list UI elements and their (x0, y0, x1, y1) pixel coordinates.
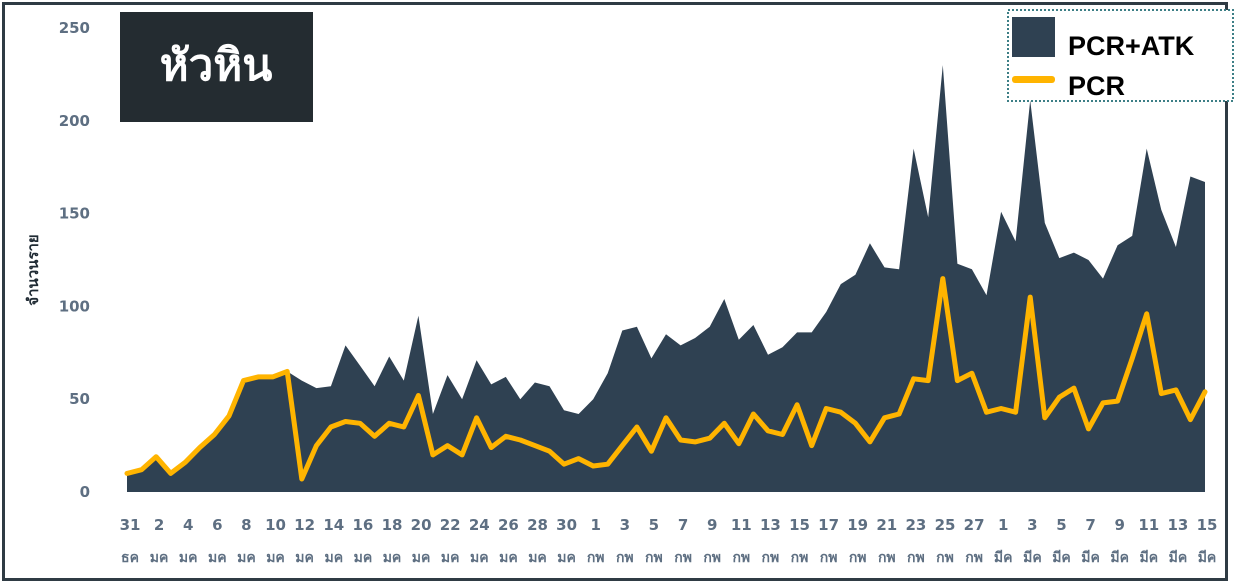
y-tick-label: 0 (80, 483, 90, 501)
x-tick-month: มีค (1081, 550, 1100, 566)
series-pcr-atk-area (127, 65, 1205, 492)
x-tick-day: 15 (789, 516, 810, 534)
x-tick-day: 2 (154, 516, 164, 534)
x-tick-day: 22 (440, 516, 461, 534)
x-tick-day: 7 (1085, 516, 1095, 534)
x-tick-day: 21 (876, 516, 897, 534)
x-tick-month: มค (470, 550, 489, 566)
x-tick-day: 11 (731, 516, 752, 534)
x-tick-month: มค (208, 550, 227, 566)
x-tick-day: 18 (382, 516, 403, 534)
x-tick-month: มีค (1169, 550, 1188, 566)
y-tick-label: 50 (69, 390, 90, 408)
x-tick-day: 30 (556, 516, 577, 534)
x-tick-month: กพ (965, 550, 983, 566)
x-tick-day: 31 (120, 516, 141, 534)
x-tick-month: กพ (703, 550, 721, 566)
x-tick-day: 10 (265, 516, 286, 534)
legend: PCR+ATK PCR (1007, 9, 1234, 102)
x-tick-day: 16 (352, 516, 373, 534)
x-tick-day: 5 (649, 516, 659, 534)
title-text: หัวหิน (160, 40, 273, 91)
y-axis-label: จำนวนราย (24, 234, 42, 305)
x-tick-month: กพ (878, 550, 896, 566)
chart-title: หัวหิน (120, 12, 313, 122)
y-axis-ticks: 0 50 100 150 200 250 (59, 19, 90, 501)
title-box (120, 12, 313, 122)
x-tick-day: 17 (818, 516, 839, 534)
x-tick-day: 28 (527, 516, 548, 534)
x-tick-day: 14 (323, 516, 344, 534)
x-tick-month: มค (295, 550, 314, 566)
legend-label-pcr-atk: PCR+ATK (1068, 31, 1195, 61)
x-tick-month: กพ (616, 550, 634, 566)
x-tick-day: 27 (964, 516, 985, 534)
x-tick-day: 8 (241, 516, 251, 534)
x-tick-day: 9 (1114, 516, 1124, 534)
x-tick-month: กพ (907, 550, 925, 566)
x-tick-month: กพ (762, 550, 780, 566)
x-tick-month: กพ (645, 550, 663, 566)
x-tick-day: 26 (498, 516, 519, 534)
x-tick-day: 23 (905, 516, 926, 534)
x-tick-month: กพ (732, 550, 750, 566)
x-tick-day: 25 (935, 516, 956, 534)
x-tick-month: มค (150, 550, 169, 566)
x-tick-month: มค (237, 550, 256, 566)
x-tick-month: มค (412, 550, 431, 566)
x-tick-day: 12 (294, 516, 315, 534)
x-tick-month: มีค (1140, 550, 1159, 566)
x-tick-month: กพ (849, 550, 867, 566)
x-tick-day: 19 (847, 516, 868, 534)
y-tick-label: 100 (59, 297, 90, 315)
x-tick-month: ธค (121, 550, 139, 566)
x-tick-month: มค (325, 550, 344, 566)
x-tick-day: 5 (1056, 516, 1066, 534)
y-tick-label: 150 (59, 205, 90, 223)
x-tick-day: 15 (1197, 516, 1218, 534)
legend-label-pcr: PCR (1068, 71, 1125, 101)
x-tick-month: มีค (1052, 550, 1071, 566)
y-tick-label: 250 (59, 19, 90, 37)
x-tick-month: กพ (791, 550, 809, 566)
x-tick-day: 13 (760, 516, 781, 534)
x-tick-month: มค (557, 550, 576, 566)
series-pcr-line (124, 276, 1208, 482)
x-tick-day: 6 (212, 516, 222, 534)
x-tick-day: 1 (998, 516, 1008, 534)
x-tick-day: 24 (469, 516, 490, 534)
legend-swatch-pcr (1012, 76, 1055, 83)
x-tick-month: มีค (994, 550, 1013, 566)
x-tick-day: 9 (707, 516, 717, 534)
legend-swatch-pcr-atk (1012, 17, 1055, 57)
x-tick-month: มค (383, 550, 402, 566)
x-axis-ticks: 31ธค2มค4มค6มค8มค10มค12มค14มค16มค18มค20มค… (120, 516, 1218, 566)
x-tick-day: 7 (678, 516, 688, 534)
x-tick-day: 13 (1167, 516, 1188, 534)
x-tick-month: มค (528, 550, 547, 566)
x-tick-day: 11 (1138, 516, 1159, 534)
x-tick-day: 3 (620, 516, 630, 534)
x-tick-month: มีค (1023, 550, 1042, 566)
x-tick-month: มค (499, 550, 518, 566)
x-tick-day: 20 (411, 516, 432, 534)
x-tick-month: กพ (674, 550, 692, 566)
x-tick-month: กพ (820, 550, 838, 566)
x-tick-month: มค (354, 550, 373, 566)
x-tick-month: กพ (936, 550, 954, 566)
x-tick-day: 4 (183, 516, 193, 534)
x-tick-day: 3 (1027, 516, 1037, 534)
x-tick-month: มค (266, 550, 285, 566)
x-tick-month: มีค (1110, 550, 1129, 566)
x-tick-month: มค (179, 550, 198, 566)
x-tick-month: มีค (1198, 550, 1217, 566)
y-tick-label: 200 (59, 112, 90, 130)
x-tick-month: มค (441, 550, 460, 566)
x-tick-day: 1 (590, 516, 600, 534)
x-tick-month: กพ (587, 550, 605, 566)
